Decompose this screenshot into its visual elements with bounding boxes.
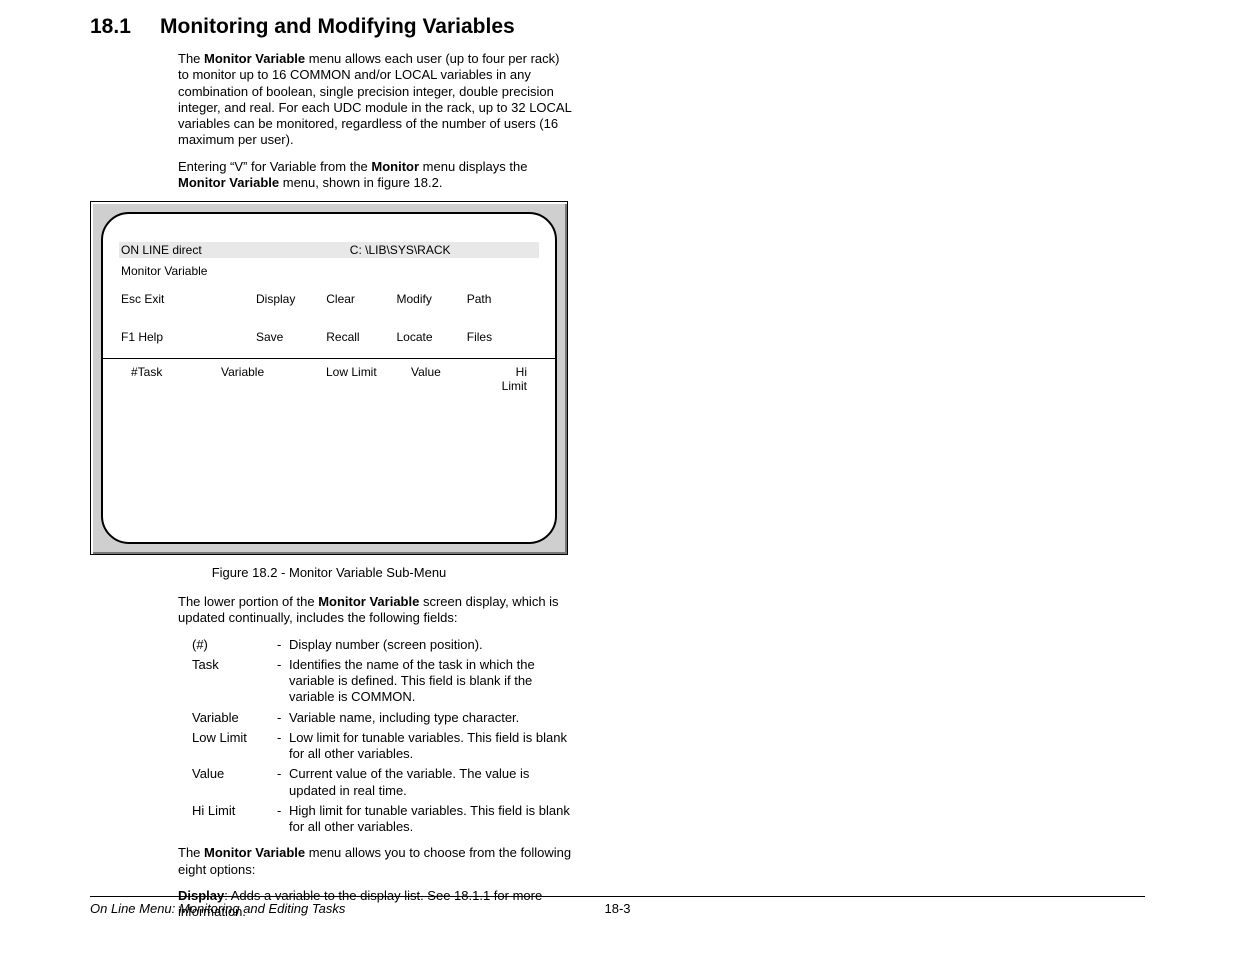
field-term: Low Limit [178,730,277,763]
section-title: Monitoring and Modifying Variables [160,15,515,39]
field-definition: Current value of the variable. The value… [289,766,573,799]
body-column-lower: The lower portion of the Monitor Variabl… [178,594,573,920]
field-row: Variable - Variable name, including type… [178,710,573,726]
terminal-frame: ON LINE direct C: \LIB\SYS\RACK Monitor … [90,201,568,555]
text: menu, shown in figure 18.2. [279,175,442,190]
bold-text: Monitor [371,159,419,174]
col-header: Low Limit [326,365,411,393]
menu-option: Files [467,330,537,344]
field-row: (#) - Display number (screen position). [178,637,573,653]
col-header: Value [411,365,491,393]
menu-option: Path [467,292,537,306]
dash: - [277,710,289,726]
field-row: Hi Limit - High limit for tunable variab… [178,803,573,836]
lower-intro: The lower portion of the Monitor Variabl… [178,594,573,627]
menu-options-1: Display Clear Modify Path [256,292,537,306]
dash: - [277,766,289,799]
body-column: The Monitor Variable menu allows each us… [178,51,573,191]
bold-text: Monitor Variable [204,845,305,860]
bold-text: Monitor Variable [178,175,279,190]
figure-wrapper: ON LINE direct C: \LIB\SYS\RACK Monitor … [90,201,1145,580]
menu-option: Recall [326,330,396,344]
text: The [178,845,204,860]
field-definition: Display number (screen position). [289,637,573,653]
menu-lead-esc: Esc Exit [121,292,256,306]
screen-subtitle: Monitor Variable [121,264,537,278]
field-term: Task [178,657,277,706]
status-right: C: \LIB\SYS\RACK [350,243,537,257]
column-headers: #Task Variable Low Limit Value Hi Limit [121,365,537,393]
menu-option: Locate [397,330,467,344]
field-term: Value [178,766,277,799]
field-row: Value - Current value of the variable. T… [178,766,573,799]
menu-option: Save [256,330,326,344]
col-header: #Task [131,365,221,393]
section-number: 18.1 [90,15,160,39]
dash: - [277,637,289,653]
section-heading: 18.1 Monitoring and Modifying Variables [90,15,1145,39]
field-row: Low Limit - Low limit for tunable variab… [178,730,573,763]
field-definition: Identifies the name of the task in which… [289,657,573,706]
field-term: Hi Limit [178,803,277,836]
menu-options-2: Save Recall Locate Files [256,330,537,344]
col-header: Variable [221,365,326,393]
text: The lower portion of the [178,594,318,609]
document-page: 18.1 Monitoring and Modifying Variables … [0,0,1235,954]
menu-row-2: F1 Help Save Recall Locate Files [121,330,537,344]
footer-page-number: 18-3 [90,901,1145,916]
page-footer: On Line Menu: Monitoring and Editing Tas… [90,896,1145,916]
field-term: Variable [178,710,277,726]
menu-row-1: Esc Exit Display Clear Modify Path [121,292,537,306]
intro-paragraph-1: The Monitor Variable menu allows each us… [178,51,573,149]
dash: - [277,657,289,706]
text: Entering “V” for Variable from the [178,159,371,174]
menu-option: Modify [397,292,467,306]
text: The [178,51,204,66]
field-definition: Low limit for tunable variables. This fi… [289,730,573,763]
status-bar: ON LINE direct C: \LIB\SYS\RACK [119,242,539,258]
field-row: Task - Identifies the name of the task i… [178,657,573,706]
field-definition: High limit for tunable variables. This f… [289,803,573,836]
field-term: (#) [178,637,277,653]
bold-text: Monitor Variable [318,594,419,609]
figure-caption: Figure 18.2 - Monitor Variable Sub-Menu [90,565,568,580]
bold-text: Monitor Variable [204,51,305,66]
menu-option: Display [256,292,326,306]
terminal-screen: ON LINE direct C: \LIB\SYS\RACK Monitor … [101,212,557,544]
divider [103,358,555,359]
field-definition: Variable name, including type character. [289,710,573,726]
field-definitions: (#) - Display number (screen position). … [178,637,573,836]
options-intro: The Monitor Variable menu allows you to … [178,845,573,878]
dash: - [277,803,289,836]
menu-lead-f1: F1 Help [121,330,256,344]
col-header: Hi Limit [491,365,527,393]
status-left: ON LINE direct [121,243,350,257]
menu-option: Clear [326,292,396,306]
text: menu displays the [419,159,527,174]
intro-paragraph-2: Entering “V” for Variable from the Monit… [178,159,573,192]
dash: - [277,730,289,763]
